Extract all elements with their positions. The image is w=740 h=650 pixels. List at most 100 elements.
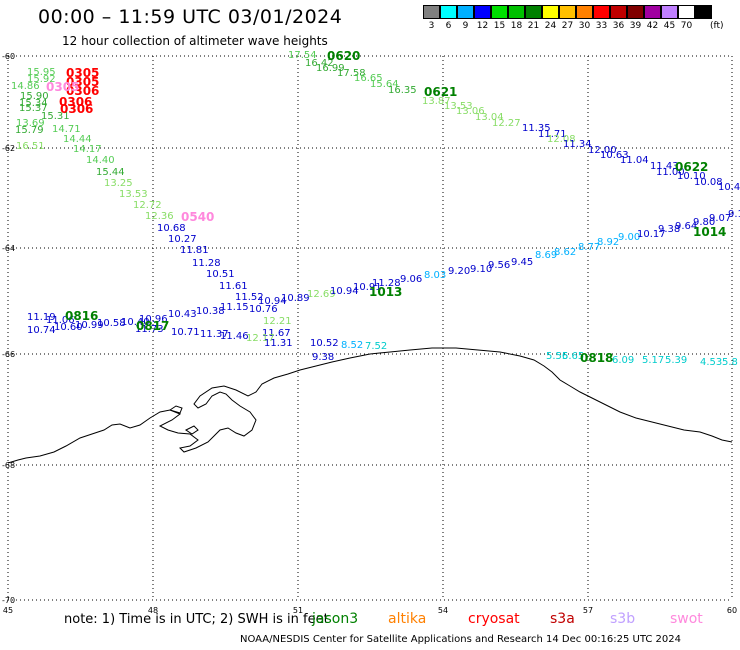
time-label: 0306 — [60, 102, 93, 116]
wave-height-label: 10.96 — [139, 314, 168, 325]
legend-label: 42 — [646, 21, 659, 31]
legend-swatch — [610, 5, 627, 19]
legend-label: 36 — [612, 21, 625, 31]
time-label: 0306 — [66, 84, 99, 98]
wave-height-label: 9.20 — [448, 266, 470, 277]
legend-swatch — [695, 5, 712, 19]
wave-height-label: 8.62 — [554, 247, 576, 258]
wave-height-label: 15.79 — [15, 125, 44, 136]
wave-height-label: 11.19 — [27, 312, 56, 323]
wave-height-label: 9.38 — [658, 224, 680, 235]
coastline — [7, 347, 733, 464]
wave-height-label: 10.43 — [168, 309, 197, 320]
legend-swatch — [644, 5, 661, 19]
legend-swatch-cell: 30 — [576, 5, 593, 31]
time-label: 0620 — [327, 49, 360, 63]
legend-swatch — [661, 5, 678, 19]
legend-label: 9 — [462, 21, 469, 31]
time-labels: 0305030503060305030603060540062006210622… — [46, 49, 726, 365]
axis-ticks: 45 48 51 54 57 60 -60 -62 -64 -66 -68 -70 — [2, 52, 737, 615]
wave-height-label: 11.52 — [235, 292, 264, 303]
wave-height-label: 12.36 — [145, 211, 174, 222]
x-tick-label: 51 — [293, 606, 303, 615]
wave-height-label: 10.43 — [718, 182, 740, 193]
satellite-legend-s3b: s3b — [610, 611, 636, 627]
legend-swatch — [423, 5, 440, 19]
legend-swatch-cell — [695, 5, 712, 31]
legend-label: 45 — [663, 21, 676, 31]
x-tick-label: 57 — [583, 606, 593, 615]
y-tick-label: -60 — [2, 52, 15, 61]
legend-label: 70 — [680, 21, 693, 31]
satellite-legend-altika: altika — [388, 611, 427, 627]
wave-height-label: 11.04 — [620, 155, 649, 166]
legend-swatch — [525, 5, 542, 19]
wave-height-label: 9.06 — [400, 274, 422, 285]
wave-height-label: 10.94 — [258, 296, 287, 307]
wave-height-label: 12.00 — [588, 145, 617, 156]
map-subtitle: 12 hour collection of altimeter wave hei… — [62, 34, 328, 48]
legend-label: 21 — [527, 21, 540, 31]
legend-swatch — [678, 5, 695, 19]
legend-swatch — [440, 5, 457, 19]
wave-height-label: 8.03 — [424, 270, 446, 281]
wave-height-label: 4.53 — [700, 357, 722, 368]
wave-height-label: 10.10 — [677, 171, 706, 182]
map-title: 00:00 – 11:59 UTC 03/01/2024 — [38, 6, 343, 28]
wave-height-label: 16.99 — [316, 63, 345, 74]
wave-height-label: 15.95 — [27, 67, 56, 78]
legend-label: 27 — [561, 21, 574, 31]
wave-height-label: 15.64 — [370, 79, 399, 90]
legend-swatch-cell: 18 — [508, 5, 525, 31]
legend-swatch — [457, 5, 474, 19]
time-label: 0305 — [46, 80, 79, 94]
legend-swatch-cell: 42 — [644, 5, 661, 31]
wave-height-label: 11.37 — [200, 329, 229, 340]
wave-height-label: 5.39 — [665, 355, 687, 366]
legend-label: 15 — [493, 21, 506, 31]
wave-height-label: 15.31 — [41, 111, 70, 122]
time-label: 0305 — [66, 75, 99, 89]
satellite-legend-s3a: s3a — [550, 611, 575, 627]
wave-height-label: 5.8 — [722, 357, 738, 368]
footer-note: note: 1) Time is in UTC; 2) SWH is in fe… — [64, 612, 329, 627]
legend-swatch-cell: 3 — [423, 5, 440, 31]
wave-height-label: 5.56 — [546, 351, 568, 362]
legend-swatch-cell: 70 — [678, 5, 695, 31]
wave-height-label: 10.40 — [121, 317, 150, 328]
wave-height-label: 10.27 — [168, 234, 197, 245]
wave-height-label: 10.58 — [97, 318, 126, 329]
legend-label: 39 — [629, 21, 642, 31]
time-label: 0540 — [181, 210, 214, 224]
wave-height-label: 11.73 — [135, 324, 164, 335]
legend-swatch-cell: 39 — [627, 5, 644, 31]
y-tick-label: -70 — [2, 596, 15, 605]
wave-height-label: 9.56 — [488, 260, 510, 271]
wave-height-label: 9.00 — [618, 232, 640, 243]
legend-label: 3 — [428, 21, 435, 31]
wave-height-label: 10.76 — [249, 304, 278, 315]
time-label: 0817 — [136, 319, 169, 333]
legend-swatch-cell: 45 — [661, 5, 678, 31]
wave-height-label: 11.00 — [656, 167, 685, 178]
wave-height-label: 12.69 — [307, 289, 336, 300]
wave-height-label: 10.74 — [27, 325, 56, 336]
x-tick-label: 54 — [438, 606, 448, 615]
wave-height-label: 9.38 — [312, 352, 334, 363]
island-outline — [168, 405, 199, 435]
time-label: 0818 — [580, 351, 613, 365]
wave-height-label: 13.25 — [104, 178, 133, 189]
wave-height-label: 13.53 — [444, 101, 473, 112]
wave-height-label: 9.64 — [675, 221, 697, 232]
wave-height-label: 11.46 — [220, 331, 249, 342]
wave-height-label: 16.51 — [16, 141, 45, 152]
wave-height-label: 10.91 — [353, 282, 382, 293]
y-tick-label: -64 — [2, 244, 15, 253]
wave-height-label: 13.06 — [456, 106, 485, 117]
time-label: 1013 — [369, 285, 402, 299]
wave-height-label: 10.68 — [157, 223, 186, 234]
wave-height-label: 17.54 — [288, 50, 317, 61]
wave-height-label: 15.44 — [96, 167, 125, 178]
legend-swatch — [508, 5, 525, 19]
legend-swatch-cell: 27 — [559, 5, 576, 31]
